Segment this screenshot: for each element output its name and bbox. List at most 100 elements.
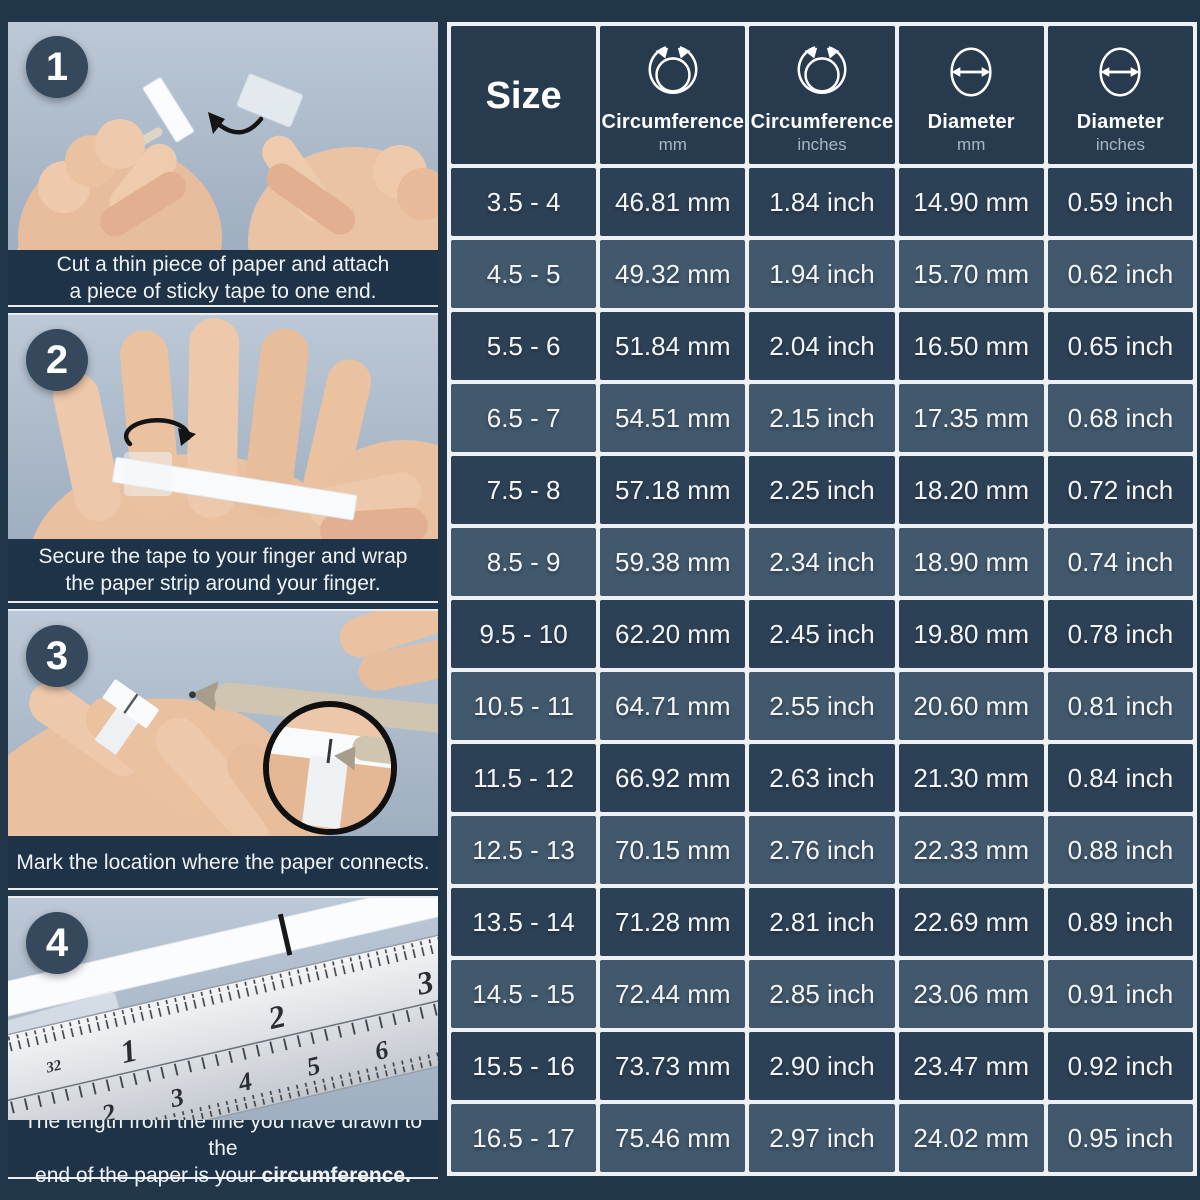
step-number-badge: 4	[26, 912, 88, 974]
cell-circumference-mm: 70.15 mm	[600, 816, 746, 884]
cell-diameter-inches: 0.95 inch	[1047, 1104, 1193, 1172]
cell-diameter-inches: 0.81 inch	[1047, 672, 1193, 740]
step-3-photo: 3	[8, 611, 438, 836]
cell-size: 4.5 - 5	[451, 240, 597, 308]
caption-line: a piece of sticky tape to one end.	[69, 279, 377, 303]
cell-diameter-mm: 22.69 mm	[898, 888, 1044, 956]
step-4: 32 1 2 3 1 2 3 4 5 6 7	[8, 896, 438, 1187]
step-2-illustration	[32, 318, 438, 539]
caption-text: end of the paper is your	[35, 1164, 262, 1187]
step-3: 3 Mark the location where the paper conn…	[8, 609, 438, 890]
paper-strip	[8, 898, 438, 1026]
svg-text:1: 1	[31, 1114, 50, 1120]
cell-diameter-inches: 0.74 inch	[1047, 528, 1193, 596]
step-number-badge: 1	[26, 36, 88, 98]
cell-circumference-inches: 2.85 inch	[749, 960, 895, 1028]
cell-circumference-inches: 2.63 inch	[749, 744, 895, 812]
step-2-caption: Secure the tape to your finger and wrap …	[8, 539, 438, 601]
column-header-label: Diameter	[1076, 111, 1164, 133]
step-4-illustration: 32 1 2 3 1 2 3 4 5 6 7	[8, 898, 438, 1120]
curved-arrow-icon	[208, 112, 264, 135]
cell-diameter-inches: 0.59 inch	[1047, 168, 1193, 236]
cell-diameter-mm: 23.47 mm	[898, 1032, 1044, 1100]
cell-diameter-inches: 0.92 inch	[1047, 1032, 1193, 1100]
cell-size: 15.5 - 16	[451, 1032, 597, 1100]
magnifier-inset	[263, 701, 397, 835]
cell-circumference-inches: 2.04 inch	[749, 312, 895, 380]
cell-diameter-inches: 0.72 inch	[1047, 456, 1193, 524]
cell-diameter-inches: 0.68 inch	[1047, 384, 1193, 452]
cell-diameter-mm: 18.20 mm	[898, 456, 1044, 524]
cell-circumference-mm: 54.51 mm	[600, 384, 746, 452]
cell-diameter-inches: 0.91 inch	[1047, 960, 1193, 1028]
step-1-photo: 1	[8, 22, 438, 250]
cell-circumference-mm: 73.73 mm	[600, 1032, 746, 1100]
caption-line: Cut a thin piece of paper and attach	[56, 252, 390, 276]
cell-size: 10.5 - 11	[451, 672, 597, 740]
step-1-illustration	[17, 73, 438, 250]
column-header-diameter-inches: Diameter inches	[1047, 26, 1193, 164]
cell-diameter-mm: 23.06 mm	[898, 960, 1044, 1028]
cell-circumference-inches: 2.90 inch	[749, 1032, 895, 1100]
caption-bold-word: circumference.	[261, 1164, 411, 1187]
cell-circumference-mm: 72.44 mm	[600, 960, 746, 1028]
svg-text:4: 4	[235, 1066, 255, 1097]
cell-size: 5.5 - 6	[451, 312, 597, 380]
cell-circumference-inches: 2.34 inch	[749, 528, 895, 596]
diameter-arrow-icon	[950, 47, 992, 97]
cell-diameter-mm: 20.60 mm	[898, 672, 1044, 740]
cell-diameter-inches: 0.89 inch	[1047, 888, 1193, 956]
svg-text:1: 1	[117, 1031, 141, 1070]
cell-circumference-mm: 75.46 mm	[600, 1104, 746, 1172]
cell-diameter-mm: 24.02 mm	[898, 1104, 1044, 1172]
cell-size: 13.5 - 14	[451, 888, 597, 956]
step-1: 1 Cut a thin piece of paper and attach a…	[8, 22, 438, 307]
ring-size-table: Size Circumference mm Circumf	[447, 22, 1197, 1176]
cell-size: 12.5 - 13	[451, 816, 597, 884]
column-header-unit: mm	[658, 135, 687, 154]
wrap-arrow-icon	[123, 418, 196, 447]
svg-text:6: 6	[372, 1035, 391, 1066]
column-header-circumference-mm: Circumference mm	[600, 26, 746, 164]
caption-line: end of the paper is your circumference.	[35, 1162, 411, 1189]
svg-text:5: 5	[304, 1051, 323, 1082]
svg-text:3: 3	[166, 1082, 186, 1113]
diameter-arrow-icon	[1099, 47, 1142, 97]
cell-size: 3.5 - 4	[451, 168, 597, 236]
column-header-unit: mm	[957, 135, 986, 154]
cell-diameter-inches: 0.78 inch	[1047, 600, 1193, 668]
step-4-photo: 32 1 2 3 1 2 3 4 5 6 7	[8, 898, 438, 1120]
step-2: 2 Secure the tape to your finger and wra…	[8, 313, 438, 603]
cell-circumference-mm: 62.20 mm	[600, 600, 746, 668]
caption-line: Secure the tape to your finger and wrap	[38, 545, 408, 568]
cell-circumference-mm: 51.84 mm	[600, 312, 746, 380]
step-2-photo: 2	[8, 315, 438, 539]
cell-circumference-mm: 59.38 mm	[600, 528, 746, 596]
column-header-label: Diameter	[927, 111, 1015, 133]
caption-line: the paper strip around your finger.	[65, 572, 381, 595]
step-4-caption: The length from the line you have drawn …	[8, 1110, 438, 1187]
cell-circumference-mm: 64.71 mm	[600, 672, 746, 740]
cell-diameter-inches: 0.88 inch	[1047, 816, 1193, 884]
column-header-unit: inches	[1095, 135, 1145, 154]
cell-diameter-mm: 22.33 mm	[898, 816, 1044, 884]
cell-diameter-inches: 0.62 inch	[1047, 240, 1193, 308]
cell-circumference-inches: 2.15 inch	[749, 384, 895, 452]
step-number-badge: 2	[26, 329, 88, 391]
cell-diameter-mm: 18.90 mm	[898, 528, 1044, 596]
table-header-row: Size Circumference mm Circumf	[451, 26, 1193, 164]
cell-circumference-mm: 57.18 mm	[600, 456, 746, 524]
cell-circumference-inches: 2.81 inch	[749, 888, 895, 956]
column-header-label: Circumference	[601, 111, 745, 133]
ring-circumference-icon	[648, 46, 698, 94]
cell-circumference-inches: 2.97 inch	[749, 1104, 895, 1172]
cell-diameter-mm: 16.50 mm	[898, 312, 1044, 380]
cell-circumference-mm: 49.32 mm	[600, 240, 746, 308]
cell-circumference-inches: 1.84 inch	[749, 168, 895, 236]
caption-line: Mark the location where the paper connec…	[16, 850, 430, 874]
column-header-label: Circumference	[750, 111, 894, 133]
cell-circumference-inches: 2.25 inch	[749, 456, 895, 524]
ruler: 32 1 2 3 1 2 3 4 5 6 7	[8, 922, 438, 1120]
cell-diameter-mm: 21.30 mm	[898, 744, 1044, 812]
table-body: 3.5 - 4 46.81 mm 1.84 inch 14.90 mm 0.59…	[451, 168, 1193, 1172]
